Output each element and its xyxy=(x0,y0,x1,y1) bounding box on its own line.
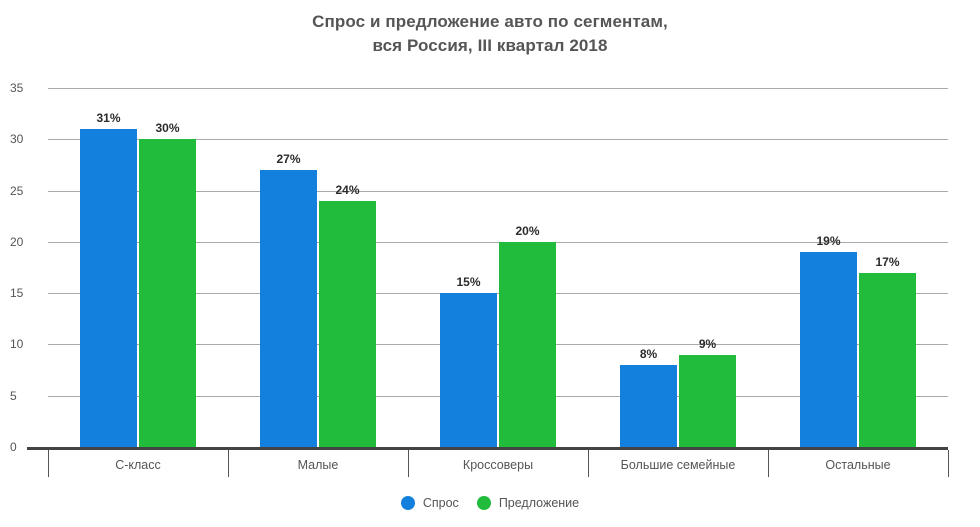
bar-demand[interactable]: 8% xyxy=(620,347,677,447)
category-label: С-класс xyxy=(115,458,161,472)
bar-value-label: 31% xyxy=(96,111,121,126)
circle-swatch-icon xyxy=(400,496,415,510)
bar-value-label: 27% xyxy=(276,152,301,167)
bar-supply[interactable]: 17% xyxy=(859,255,916,447)
bar-group: 31% 30% xyxy=(80,88,196,447)
category-separator xyxy=(228,450,229,477)
circle-swatch-icon xyxy=(476,496,491,510)
bar-supply[interactable]: 9% xyxy=(679,337,736,447)
gridline xyxy=(48,344,948,346)
category-separator xyxy=(588,450,589,477)
bar-group: 8% 9% xyxy=(620,88,736,447)
legend-label: Предложение xyxy=(498,496,580,510)
bar-value-label: 30% xyxy=(155,121,180,136)
bar-demand[interactable]: 15% xyxy=(440,275,497,447)
y-axis-tick-label: 10 xyxy=(10,337,24,352)
gridline xyxy=(48,190,948,192)
bar-value-label: 19% xyxy=(816,234,841,249)
category-separator xyxy=(768,450,769,477)
bar-demand[interactable]: 27% xyxy=(260,152,317,447)
y-axis-tick-label: 0 xyxy=(10,440,17,454)
y-axis-tick-labels: 0 5 10 15 20 25 30 35 xyxy=(0,81,44,454)
legend-item[interactable]: Спрос xyxy=(400,496,459,510)
legend-label: Спрос xyxy=(422,496,459,510)
category-label: Малые xyxy=(297,458,339,472)
chart-legend: Спрос Предложение xyxy=(0,496,980,510)
bar-value-label: 17% xyxy=(875,254,900,269)
bar-value-label: 8% xyxy=(639,346,658,361)
bar-value-label: 15% xyxy=(456,275,481,290)
category-separator xyxy=(408,450,409,477)
category-label: Большие семейные xyxy=(620,458,736,472)
chart-title: Спрос и предложение авто по сегментам, в… xyxy=(0,10,980,58)
bar-supply[interactable]: 20% xyxy=(499,224,556,447)
chart-title-line-2: вся Россия, III квартал 2018 xyxy=(372,36,608,55)
gridline xyxy=(48,139,948,141)
y-axis-tick-label: 25 xyxy=(10,183,24,198)
bar-demand[interactable]: 31% xyxy=(80,111,137,447)
bar-supply[interactable]: 30% xyxy=(139,121,196,447)
bar-supply[interactable]: 24% xyxy=(319,183,376,447)
y-axis-tick-label: 5 xyxy=(10,388,17,403)
bar-demand[interactable]: 19% xyxy=(800,234,857,447)
category-separator xyxy=(948,450,949,477)
gridline xyxy=(48,88,948,89)
y-axis-tick-label: 30 xyxy=(10,132,24,147)
x-axis-baseline xyxy=(27,447,948,450)
bar-value-label: 24% xyxy=(335,182,360,197)
y-axis-tick-label: 20 xyxy=(10,234,24,249)
y-axis-tick-label: 35 xyxy=(10,81,24,95)
gridline xyxy=(48,395,948,397)
plot-area: 31% 30% 27% 24% 15% 20% 8% 9% 19% 17% xyxy=(48,88,948,447)
bar-group: 19% 17% xyxy=(800,88,916,447)
bar-group: 15% 20% xyxy=(440,88,556,447)
category-label: Остальные xyxy=(825,458,891,472)
bar-value-label: 20% xyxy=(515,223,540,238)
gridline xyxy=(48,241,948,243)
bar-value-label: 9% xyxy=(698,336,717,351)
x-axis-category-labels: С-класс Малые Кроссоверы Большие семейные Ос… xyxy=(27,452,948,478)
legend-item[interactable]: Предложение xyxy=(476,496,580,510)
category-separator xyxy=(48,450,49,477)
y-axis-tick-label: 15 xyxy=(10,286,24,301)
gridline xyxy=(48,293,948,295)
chart-title-line-1: Спрос и предложение авто по сегментам, xyxy=(312,12,668,31)
category-label: Кроссоверы xyxy=(462,458,534,472)
bar-group: 27% 24% xyxy=(260,88,376,447)
